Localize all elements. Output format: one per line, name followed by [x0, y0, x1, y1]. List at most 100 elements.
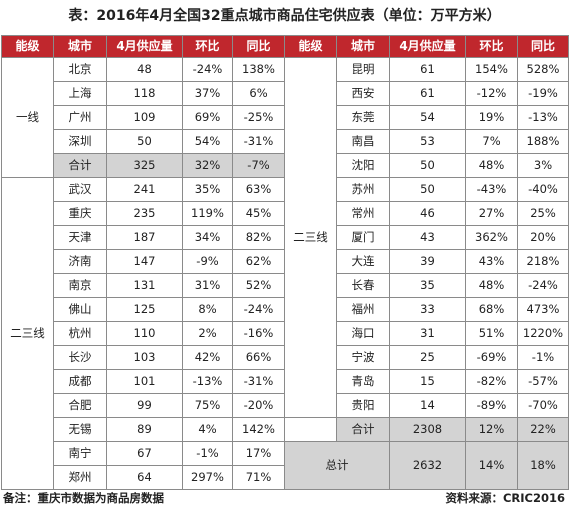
table-row: 成都 101 -13% -31% 青岛 15 -82% -57%: [2, 369, 569, 394]
table-cell: 110: [106, 321, 183, 346]
table-cell: 天津: [53, 225, 107, 250]
table-cell: 54%: [182, 129, 233, 154]
table-cell: -24%: [517, 273, 569, 298]
table-title: 表：2016年4月全国32重点城市商品住宅供应表（单位：万平方米）: [68, 8, 501, 24]
table-cell: 50: [106, 129, 183, 154]
table-cell: 69%: [182, 105, 233, 130]
header-cell: 城市: [53, 35, 107, 58]
table-cell: 27%: [465, 201, 518, 226]
table-cell: 长沙: [53, 345, 107, 370]
table-row: 深圳 50 54% -31% 南昌 53 7% 188%: [2, 129, 569, 154]
table-row: 南京 131 31% 52% 长春 35 48% -24%: [2, 273, 569, 298]
table-cell: -13%: [517, 105, 569, 130]
table-cell: 235: [106, 201, 183, 226]
table-cell: 佛山: [53, 297, 107, 322]
footer: 备注：重庆市数据为商品房数据 资料来源：CRIC2016: [0, 488, 569, 508]
table-cell: 青岛: [336, 369, 390, 394]
table-row: 一线 北京 48 -24% 138% 二三线 昆明 61 154% 528%: [1, 57, 569, 418]
table-cell: 合肥: [53, 393, 107, 418]
table-cell: 142%: [232, 417, 285, 442]
table-cell: 89: [106, 417, 183, 442]
subtotal-cell: -7%: [232, 153, 285, 178]
tier-label: 二三线: [1, 177, 54, 490]
table-cell: 广州: [53, 105, 107, 130]
table-cell: 48: [106, 57, 183, 82]
table-cell: 25%: [517, 201, 569, 226]
table-cell: 17%: [232, 441, 285, 466]
table-cell: 188%: [517, 129, 569, 154]
table-row: 无锡 89 4% 142% 合计 2308 12% 22%: [2, 417, 569, 442]
table-cell: 119%: [182, 201, 233, 226]
header-cell: 4月供应量: [106, 35, 183, 58]
table-cell: 43%: [465, 249, 518, 274]
table-cell: 南昌: [336, 129, 390, 154]
table-cell: 52%: [232, 273, 285, 298]
table-cell: 常州: [336, 201, 390, 226]
table-cell: 长春: [336, 273, 390, 298]
subtotal-cell: 12%: [465, 417, 518, 442]
table-cell: -19%: [517, 81, 569, 106]
subtotal-cell: 合计: [336, 417, 390, 442]
header-cell: 同比: [517, 35, 569, 58]
table-cell: -1%: [517, 345, 569, 370]
table-cell: 济南: [53, 249, 107, 274]
table-cell: 25: [389, 345, 466, 370]
grand-total-cell: 14%: [465, 441, 518, 490]
table-cell: 海口: [336, 321, 390, 346]
header-cell: 4月供应量: [389, 35, 466, 58]
table-cell: 101: [106, 369, 183, 394]
table-cell: 66%: [232, 345, 285, 370]
table-cell: 218%: [517, 249, 569, 274]
table-cell: 118: [106, 81, 183, 106]
table-cell: 99: [106, 393, 183, 418]
table-cell: 48%: [465, 153, 518, 178]
header-cell: 环比: [182, 35, 233, 58]
table-cell: -24%: [232, 297, 285, 322]
table-cell: 51%: [465, 321, 518, 346]
table-cell: 297%: [182, 465, 233, 490]
table-cell: -31%: [232, 129, 285, 154]
table-cell: 31: [389, 321, 466, 346]
subtotal-cell: 32%: [182, 153, 233, 178]
table-cell: 67: [106, 441, 183, 466]
table-cell: -1%: [182, 441, 233, 466]
table-row: 广州 109 69% -25% 东莞 54 19% -13%: [2, 105, 569, 130]
table-cell: 75%: [182, 393, 233, 418]
table-cell: 241: [106, 177, 183, 202]
table-cell: 61: [389, 57, 466, 82]
table-cell: -40%: [517, 177, 569, 202]
subtotal-cell: 22%: [517, 417, 569, 442]
table-cell: 3%: [517, 153, 569, 178]
table-cell: 473%: [517, 297, 569, 322]
table-row: 合肥 99 75% -20% 贵阳 14 -89% -70%: [2, 393, 569, 418]
header-cell: 同比: [232, 35, 285, 58]
table-cell: 54: [389, 105, 466, 130]
table-cell: 19%: [465, 105, 518, 130]
table-cell: 4%: [182, 417, 233, 442]
grand-total-cell: 2632: [389, 441, 466, 490]
table-cell: -69%: [465, 345, 518, 370]
table-cell: 重庆: [53, 201, 107, 226]
table-cell: 35: [389, 273, 466, 298]
table-cell: 71%: [232, 465, 285, 490]
tier-label: 一线: [1, 57, 54, 178]
table-cell: 8%: [182, 297, 233, 322]
table-row: 天津 187 34% 82% 厦门 43 362% 20%: [2, 225, 569, 250]
table-cell: 南京: [53, 273, 107, 298]
table-cell: 昆明: [336, 57, 390, 82]
table-cell: 武汉: [53, 177, 107, 202]
table-cell: 62%: [232, 249, 285, 274]
table-cell: 46: [389, 201, 466, 226]
table-cell: 郑州: [53, 465, 107, 490]
header-row: 能级 城市 4月供应量 环比 同比 能级 城市 4月供应量 环比 同比: [1, 35, 569, 58]
table-cell: 131: [106, 273, 183, 298]
grand-total-cell: 18%: [517, 441, 569, 490]
table-cell: 杭州: [53, 321, 107, 346]
table-cell: 147: [106, 249, 183, 274]
table-cell: 154%: [465, 57, 518, 82]
grand-total-label: 总计: [284, 441, 390, 490]
footer-source: 资料来源：CRIC2016: [445, 491, 565, 505]
table-cell: 33: [389, 297, 466, 322]
table-row: 南宁 67 -1% 17% 总计 2632 14% 18%: [2, 441, 569, 490]
table-cell: -43%: [465, 177, 518, 202]
